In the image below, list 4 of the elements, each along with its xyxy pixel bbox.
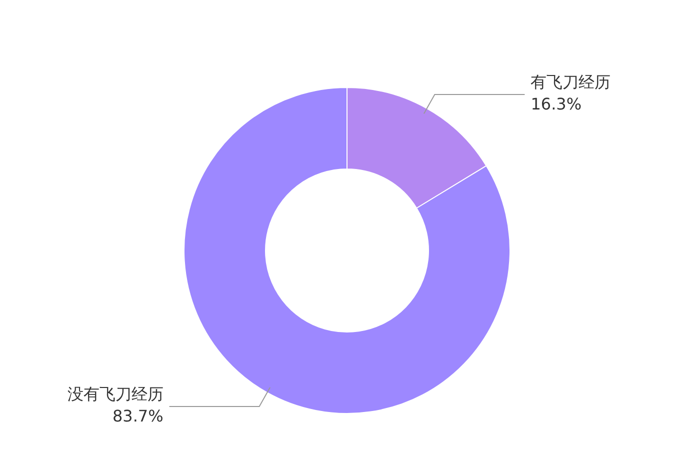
data-label: 83.7% — [112, 406, 164, 426]
slice-label: 没有飞刀经历 — [67, 384, 164, 404]
data-label: 16.3% — [530, 94, 582, 114]
slice-label: 有飞刀经历 — [530, 72, 611, 92]
